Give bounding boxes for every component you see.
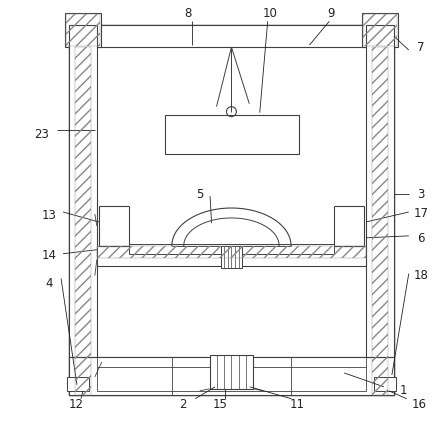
Bar	[67, 377, 89, 391]
Text: 12: 12	[69, 398, 83, 411]
Text: 9: 9	[327, 7, 335, 20]
Text: 23: 23	[34, 128, 49, 141]
Text: 2: 2	[179, 398, 187, 411]
Text: 16: 16	[411, 398, 426, 411]
Text: 13: 13	[42, 209, 57, 223]
Polygon shape	[67, 379, 77, 389]
Bar	[69, 25, 394, 395]
Bar	[97, 357, 366, 391]
Bar	[372, 47, 388, 395]
Bar	[69, 357, 394, 395]
Bar	[362, 13, 398, 47]
Text: 7: 7	[417, 41, 424, 53]
Bar	[128, 244, 334, 254]
Polygon shape	[386, 379, 396, 389]
Bar	[99, 206, 128, 246]
Bar	[366, 25, 394, 395]
Text: 11: 11	[290, 398, 305, 411]
Text: 4: 4	[45, 277, 53, 290]
Text: 3: 3	[417, 187, 424, 201]
Text: 8: 8	[185, 7, 192, 20]
Text: 10: 10	[262, 7, 277, 20]
Bar	[221, 246, 242, 268]
Text: 14: 14	[42, 249, 57, 262]
Bar	[75, 47, 91, 395]
Bar	[334, 206, 364, 246]
Bar	[97, 246, 366, 266]
Text: 1: 1	[400, 384, 408, 397]
Text: 15: 15	[213, 398, 227, 411]
Text: 5: 5	[196, 187, 204, 201]
Bar	[66, 14, 100, 46]
Bar	[210, 355, 253, 389]
Bar	[69, 25, 97, 395]
Bar	[363, 14, 397, 46]
Bar	[165, 114, 299, 154]
Bar	[374, 377, 396, 391]
Bar	[97, 246, 366, 258]
Text: 18: 18	[413, 269, 428, 282]
Text: 6: 6	[417, 232, 424, 245]
Bar	[65, 13, 101, 47]
Text: 17: 17	[413, 207, 428, 220]
Bar	[69, 25, 394, 47]
